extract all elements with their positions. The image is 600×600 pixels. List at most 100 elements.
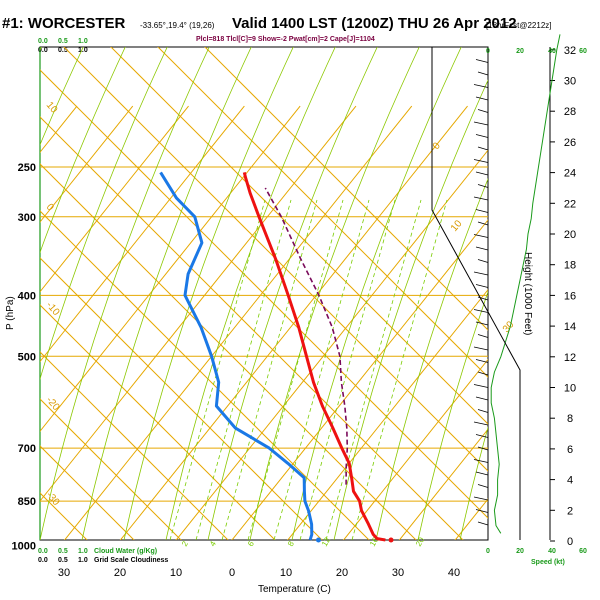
adiabat-diagonal	[40, 210, 370, 540]
pressure-tick-label: 300	[18, 212, 36, 224]
valid-time: Valid 1400 LST (1200Z) THU 26 Apr 2012	[232, 15, 517, 32]
left-adiabat-label: 10	[44, 100, 60, 116]
wind-barb	[477, 409, 489, 413]
height-tick-label: 2	[567, 505, 573, 517]
wind-barb	[473, 496, 489, 501]
height-tick-label: 32	[564, 45, 576, 57]
height-tick-label: 6	[567, 444, 573, 456]
wind-barb	[473, 384, 489, 388]
pressure-tick-label: 500	[18, 351, 36, 363]
bottom-green-1: 0.5	[58, 548, 68, 555]
wind-barb	[475, 246, 489, 251]
speed-tick-bottom: 0	[486, 548, 490, 555]
dry-adiabat-curve	[207, 47, 378, 540]
temperature-profile-line	[242, 172, 386, 542]
pressure-tick-label: 850	[18, 496, 36, 508]
wind-barb	[475, 209, 489, 213]
dry-adiabat-curve	[40, 47, 168, 381]
wind-barb	[477, 71, 489, 76]
height-tick-label: 12	[564, 352, 576, 364]
adiabat-diagonal	[40, 69, 488, 519]
dry-adiabat-curve	[165, 47, 336, 540]
mixing-ratio-line	[325, 199, 422, 540]
mixing-ratio-label: 4	[208, 539, 218, 548]
isotherm-line	[175, 149, 488, 540]
wind-barb	[477, 184, 489, 188]
isotherm-line	[40, 105, 301, 433]
adiabat-diagonal	[40, 539, 41, 540]
profile-layer	[159, 171, 394, 543]
temperature-tick-label: 10	[280, 567, 292, 579]
adiabat-diagonal	[40, 257, 323, 540]
dry-adiabat-curve	[123, 47, 294, 540]
height-tick-label: 28	[564, 106, 576, 118]
dry-adiabat-label: 0	[431, 140, 443, 152]
mixing-ratio-line	[221, 199, 318, 540]
speed-tick-top: 40	[548, 48, 556, 55]
top-black-1: 0.5	[58, 47, 68, 54]
wind-barb	[477, 221, 489, 226]
wind-barb	[475, 59, 489, 63]
dry-adiabat-curve	[40, 47, 126, 254]
speed-tick-top: 0	[486, 48, 490, 55]
forecast-info: [18hrFcst@2212z]	[486, 21, 551, 30]
y-axis-label: P (hPa)	[5, 296, 16, 330]
wind-barb	[473, 421, 489, 426]
station-coords: -33.65°,19.4° (19,26)	[140, 21, 215, 30]
dry-adiabat-curve	[0, 40, 3, 540]
speed-tick-bottom: 40	[548, 548, 556, 555]
dry-adiabat-curve	[375, 177, 488, 540]
temperature-tick-label: 20	[336, 567, 348, 579]
wind-barb	[473, 459, 489, 463]
wind-barb	[477, 484, 489, 488]
wind-barb	[473, 346, 489, 351]
wind-barb	[477, 371, 489, 376]
surface-temperature-marker	[388, 537, 394, 543]
height-tick-label: 18	[564, 260, 576, 272]
wind-barb	[475, 471, 489, 476]
mixing-ratio-line	[273, 199, 370, 540]
temperature-tick-label: 40	[448, 567, 460, 579]
adiabat-diagonal	[40, 163, 417, 540]
isotherm-line	[40, 105, 78, 154]
dry-adiabat-curve	[81, 47, 252, 540]
speed-tick-top: 20	[516, 48, 524, 55]
wind-barb	[473, 234, 489, 238]
wind-barb	[475, 509, 489, 513]
wind-barb	[473, 159, 489, 163]
x-axis-label: Temperature (C)	[258, 584, 331, 595]
wind-barb	[477, 521, 489, 526]
isotherm-line	[119, 105, 468, 540]
temperature-tick-label: 10	[170, 567, 182, 579]
speed-tick-top: 60	[579, 48, 587, 55]
wind-barb	[475, 284, 489, 288]
mixing-ratio-label: 12	[320, 535, 333, 548]
pressure-tick-label: 700	[18, 443, 36, 455]
dry-adiabat-curve	[40, 47, 84, 146]
temperature-tick-label: 0	[229, 567, 235, 579]
dry-adiabat-curve	[291, 47, 462, 540]
isotherm-line	[40, 105, 134, 223]
adiabat-diagonal	[110, 47, 488, 425]
bottom-black-2: 1.0	[78, 557, 88, 564]
wind-barb	[477, 109, 489, 113]
grid-scale-label: Grid Scale Cloudiness	[94, 557, 168, 564]
height-tick-label: 26	[564, 137, 576, 149]
dry-adiabat-curve	[586, 40, 600, 540]
speed-label: Speed (kt)	[531, 559, 565, 566]
height-tick-label: 8	[567, 413, 573, 425]
top-green-1: 0.5	[58, 38, 68, 45]
height-tick-label: 24	[564, 168, 576, 180]
wind-barb	[475, 359, 489, 363]
boundary-line	[431, 47, 521, 540]
left-adiabat-label: -20	[44, 395, 62, 413]
mixing-ratio-line	[299, 199, 396, 540]
adiabat-diagonal	[40, 445, 135, 540]
bottom-black-0: 0.0	[38, 557, 48, 564]
wind-speed-profile	[490, 34, 561, 534]
top-black-2: 1.0	[78, 47, 88, 54]
isotherm-line	[40, 105, 245, 363]
pressure-tick-label: 400	[18, 290, 36, 302]
